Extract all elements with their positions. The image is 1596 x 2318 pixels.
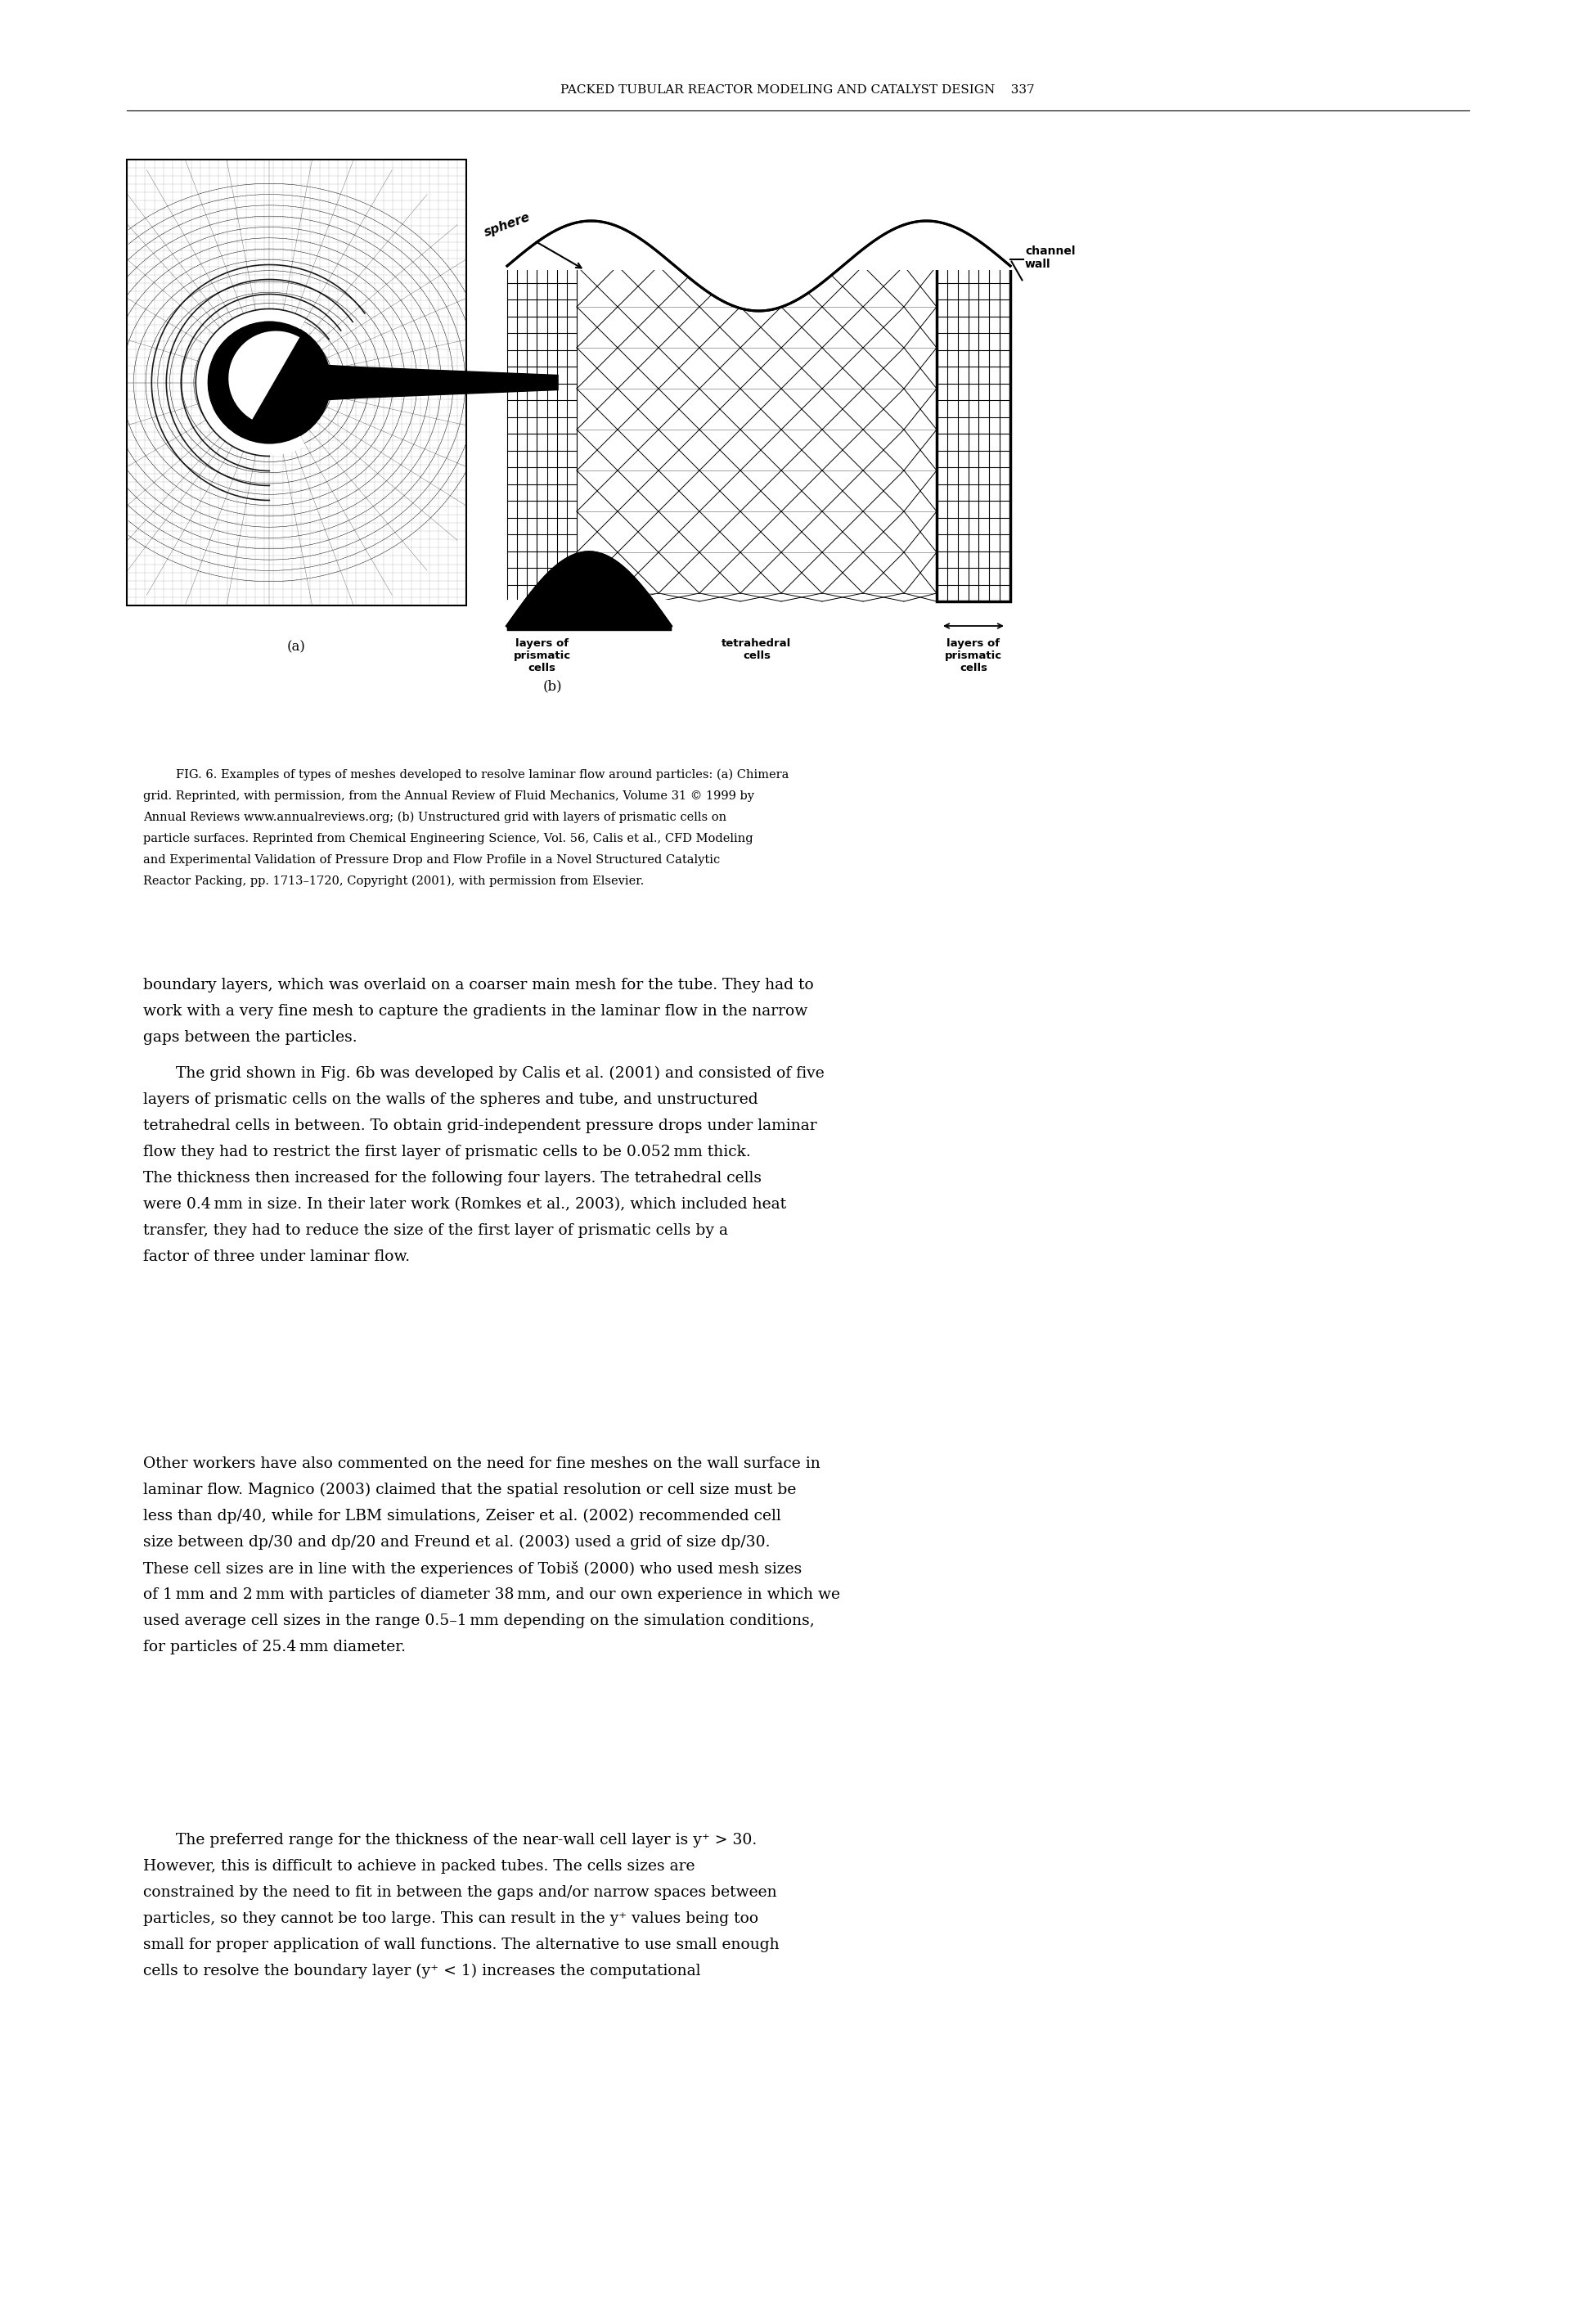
Text: However, this is difficult to achieve in packed tubes. The cells sizes are: However, this is difficult to achieve in… <box>144 1859 694 1873</box>
Bar <box>508 600 670 633</box>
Text: gaps between the particles.: gaps between the particles. <box>144 1029 358 1045</box>
Text: (b): (b) <box>543 679 562 693</box>
Text: of 1 mm and 2 mm with particles of diameter 38 mm, and our own experience in whi: of 1 mm and 2 mm with particles of diame… <box>144 1588 839 1602</box>
Text: size between dp/30 and dp/20 and Freund et al. (2003) used a grid of size dp/30.: size between dp/30 and dp/20 and Freund … <box>144 1535 771 1551</box>
Text: tetrahedral cells in between. To obtain grid-independent pressure drops under la: tetrahedral cells in between. To obtain … <box>144 1120 817 1134</box>
Text: grid. Reprinted, with permission, from the Annual Review of Fluid Mechanics, Vol: grid. Reprinted, with permission, from t… <box>144 790 755 802</box>
Text: layers of prismatic cells on the walls of the spheres and tube, and unstructured: layers of prismatic cells on the walls o… <box>144 1092 758 1108</box>
Bar <box>503 192 1015 269</box>
Text: were 0.4 mm in size. In their later work (Romkes et al., 2003), which included h: were 0.4 mm in size. In their later work… <box>144 1196 787 1212</box>
Text: flow they had to restrict the first layer of prismatic cells to be 0.052 mm thic: flow they had to restrict the first laye… <box>144 1145 750 1159</box>
Text: constrained by the need to fit in between the gaps and/or narrow spaces between: constrained by the need to fit in betwee… <box>144 1885 777 1901</box>
Text: small for proper application of wall functions. The alternative to use small eno: small for proper application of wall fun… <box>144 1938 779 1952</box>
Text: boundary layers, which was overlaid on a coarser main mesh for the tube. They ha: boundary layers, which was overlaid on a… <box>144 978 814 992</box>
Polygon shape <box>306 364 559 401</box>
Text: Other workers have also commented on the need for fine meshes on the wall surfac: Other workers have also commented on the… <box>144 1456 820 1472</box>
Text: factor of three under laminar flow.: factor of three under laminar flow. <box>144 1249 410 1263</box>
Text: transfer, they had to reduce the size of the first layer of prismatic cells by a: transfer, they had to reduce the size of… <box>144 1224 728 1238</box>
Text: The grid shown in Fig. 6b was developed by Calis et al. (2001) and consisted of : The grid shown in Fig. 6b was developed … <box>176 1066 825 1080</box>
Text: work with a very fine mesh to capture the gradients in the laminar flow in the n: work with a very fine mesh to capture th… <box>144 1004 808 1018</box>
Text: for particles of 25.4 mm diameter.: for particles of 25.4 mm diameter. <box>144 1639 405 1655</box>
Text: less than dp/40, while for LBM simulations, Zeiser et al. (2002) recommended cel: less than dp/40, while for LBM simulatio… <box>144 1509 780 1523</box>
Text: tetrahedral
cells: tetrahedral cells <box>721 637 792 661</box>
Text: The preferred range for the thickness of the near-wall cell layer is y⁺ > 30.: The preferred range for the thickness of… <box>176 1834 757 1847</box>
Text: particle surfaces. Reprinted from Chemical Engineering Science, Vol. 56, Calis e: particle surfaces. Reprinted from Chemic… <box>144 832 753 844</box>
Text: cells to resolve the boundary layer (y⁺ < 1) increases the computational: cells to resolve the boundary layer (y⁺ … <box>144 1963 701 1980</box>
Text: (a): (a) <box>287 640 306 654</box>
Polygon shape <box>508 199 1010 311</box>
Circle shape <box>207 322 330 443</box>
Bar <box>937 267 1010 600</box>
Text: PACKED TUBULAR REACTOR MODELING AND CATALYST DESIGN    337: PACKED TUBULAR REACTOR MODELING AND CATA… <box>560 83 1034 95</box>
Text: layers of
prismatic
cells: layers of prismatic cells <box>514 637 571 675</box>
Text: Annual Reviews www.annualreviews.org; (b) Unstructured grid with layers of prism: Annual Reviews www.annualreviews.org; (b… <box>144 811 726 823</box>
Text: channel
wall: channel wall <box>1025 246 1076 271</box>
Text: particles, so they cannot be too large. This can result in the y⁺ values being t: particles, so they cannot be too large. … <box>144 1912 758 1926</box>
Text: The thickness then increased for the following four layers. The tetrahedral cell: The thickness then increased for the fol… <box>144 1171 761 1184</box>
Text: sphere: sphere <box>482 211 581 269</box>
Text: These cell sizes are in line with the experiences of Tobiš (2000) who used mesh : These cell sizes are in line with the ex… <box>144 1560 801 1576</box>
Text: layers of
prismatic
cells: layers of prismatic cells <box>945 637 1002 675</box>
Bar <box>126 160 466 605</box>
Text: FIG. 6. Examples of types of meshes developed to resolve laminar flow around par: FIG. 6. Examples of types of meshes deve… <box>176 770 788 781</box>
Wedge shape <box>228 331 300 420</box>
Text: and Experimental Validation of Pressure Drop and Flow Profile in a Novel Structu: and Experimental Validation of Pressure … <box>144 855 720 865</box>
Text: Reactor Packing, pp. 1713–1720, Copyright (2001), with permission from Elsevier.: Reactor Packing, pp. 1713–1720, Copyrigh… <box>144 876 645 888</box>
Text: laminar flow. Magnico (2003) claimed that the spatial resolution or cell size mu: laminar flow. Magnico (2003) claimed tha… <box>144 1484 796 1497</box>
Text: used average cell sizes in the range 0.5–1 mm depending on the simulation condit: used average cell sizes in the range 0.5… <box>144 1613 814 1627</box>
